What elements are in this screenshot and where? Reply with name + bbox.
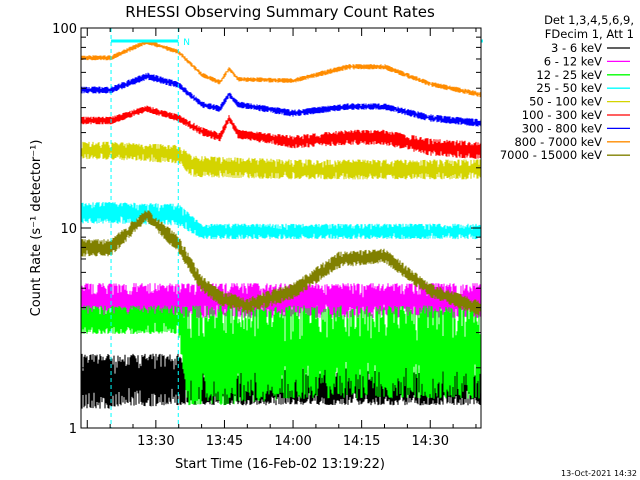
x-axis-label: Start Time (16-Feb-02 13:19:22) xyxy=(175,457,385,472)
legend-entry-label: 6 - 12 keV xyxy=(544,54,602,68)
legend-entry-label: 7000 - 15000 keV xyxy=(500,148,602,162)
legend-entry-label: 300 - 800 keV xyxy=(522,121,602,135)
legend-entry-label: 100 - 300 keV xyxy=(522,108,602,122)
x-tick-label: 13:30 xyxy=(137,434,174,449)
y-axis-label: Count Rate (s⁻¹ detector⁻¹) xyxy=(29,140,44,317)
series-2 xyxy=(81,305,481,406)
legend-entry-label: 800 - 7000 keV xyxy=(514,135,602,149)
legend-header-line-1: Det 1,3,4,5,6,9, xyxy=(544,13,634,27)
x-axis: 13:30 13:45 14:00 14:15 14:30 xyxy=(86,28,477,449)
y-tick-label: 10 xyxy=(60,222,77,237)
series-band-8 xyxy=(81,210,481,317)
timestamp: 13-Oct-2021 14:32 xyxy=(561,469,637,478)
legend-entry-label: 3 - 6 keV xyxy=(551,41,602,55)
chart-title: RHESSI Observing Summary Count Rates xyxy=(125,3,435,21)
series-band-4 xyxy=(81,141,481,180)
series-layer xyxy=(81,39,481,409)
series-3 xyxy=(81,202,481,240)
series-band-2 xyxy=(81,305,481,406)
legend-header-line-2: FDecim 1, Att 1 xyxy=(545,27,634,41)
legend-entry-label: 25 - 50 keV xyxy=(536,81,602,95)
x-tick-label: 14:30 xyxy=(412,434,449,449)
series-band-7 xyxy=(81,39,481,98)
annotation-n: N xyxy=(183,38,190,48)
x-tick-label: 14:00 xyxy=(274,434,311,449)
series-7 xyxy=(81,39,481,98)
series-band-5 xyxy=(81,105,481,159)
series-band-3 xyxy=(81,202,481,240)
legend-entry-label: 12 - 25 keV xyxy=(536,68,602,82)
y-tick-label: 100 xyxy=(52,22,77,37)
series-4 xyxy=(81,141,481,180)
x-tick-label: 13:45 xyxy=(206,434,243,449)
series-8 xyxy=(81,210,481,317)
legend: Det 1,3,4,5,6,9, FDecim 1, Att 1 3 - 6 k… xyxy=(500,13,634,162)
series-band-6 xyxy=(81,72,481,127)
y-tick-label: 1 xyxy=(69,422,77,437)
legend-entry-label: 50 - 100 keV xyxy=(529,95,602,109)
series-5 xyxy=(81,105,481,159)
x-tick-label: 14:15 xyxy=(343,434,380,449)
y-axis: 1 10 100 xyxy=(52,22,481,437)
series-6 xyxy=(81,72,481,127)
